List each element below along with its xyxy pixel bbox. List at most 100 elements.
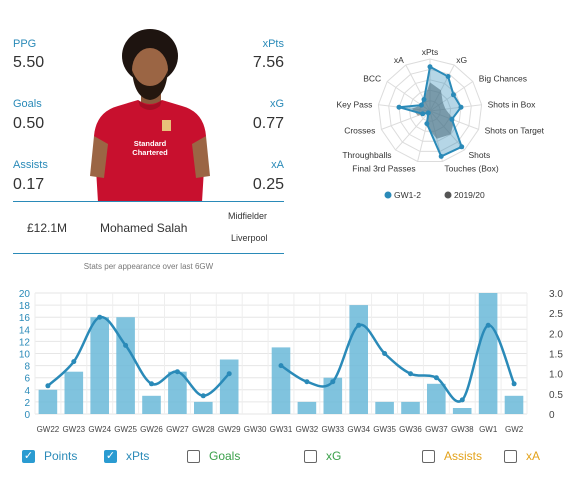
radar-chart: xPts xG Big Chances Shots in Box Shots on Ta…: [336, 47, 544, 200]
toggle-goals[interactable]: Goals: [187, 449, 240, 463]
radar-grid-ring: [398, 79, 462, 142]
points-bar: [427, 383, 446, 415]
xpts-point: [71, 359, 77, 365]
left-tick-label: 12: [19, 337, 31, 348]
left-tick-label: 6: [24, 374, 30, 385]
radar-axis-label: xG: [456, 55, 467, 65]
xpts-point: [356, 322, 362, 328]
x-tick-label: GW35: [373, 425, 396, 434]
xpts-checkbox[interactable]: ✓: [104, 449, 117, 463]
xa-value: 0.25: [252, 176, 284, 193]
x-tick-label: GW33: [321, 425, 344, 434]
x-tick-label: GW27: [166, 425, 189, 434]
xpts-point: [330, 379, 336, 385]
left-tick-label: 2: [24, 398, 30, 409]
x-tick-label: GW22: [37, 425, 60, 434]
x-tick-label: GW1: [479, 425, 498, 434]
x-tick-label: GW28: [192, 425, 215, 434]
left-tick-label: 8: [24, 362, 30, 373]
points-bar: [219, 359, 239, 414]
right-tick-label: 2.0: [549, 329, 563, 340]
assists-checkbox[interactable]: [422, 449, 435, 463]
radar-gw-point: [427, 64, 433, 70]
radar-axis-label: BCC: [363, 74, 381, 84]
radar-gw-point: [424, 121, 430, 127]
x-tick-label: GW25: [114, 425, 137, 434]
ppg-value: 5.50: [13, 54, 45, 71]
xg-checkbox[interactable]: [304, 449, 317, 463]
xpts-point: [485, 322, 491, 328]
xa-label: xA: [271, 159, 284, 171]
svg-text:Standard: Standard: [134, 139, 167, 148]
radar-axis-label: Big Chances: [479, 74, 527, 84]
points-bar: [168, 371, 187, 414]
radar-gw-point: [421, 97, 427, 102]
points-bar: [38, 389, 58, 414]
radar-axis-label: Final 3rd Passes: [352, 164, 415, 174]
points-chart: 0246810121416182000.51.01.52.02.53.0GW22…: [19, 289, 563, 434]
radar-gw-point: [396, 104, 402, 110]
xpts-point: [278, 363, 284, 369]
x-tick-label: GW23: [62, 425, 85, 434]
goals-checkbox[interactable]: [187, 449, 200, 463]
assists-label: Assists: [13, 159, 48, 171]
radar-gw-point: [449, 116, 455, 122]
xa-toggle-label: xA: [526, 449, 541, 463]
player-team: Liverpool: [231, 233, 268, 243]
points-bar: [478, 293, 498, 414]
points-bar: [194, 401, 213, 414]
x-tick-label: GW38: [451, 425, 474, 434]
points-bar: [323, 377, 343, 414]
xpts-point: [149, 381, 154, 387]
x-tick-label: GW24: [88, 425, 111, 434]
goals-toggle-label: Goals: [209, 449, 241, 463]
points-checkbox[interactable]: ✓: [22, 449, 35, 463]
radar-axis-label: Throughballs: [342, 150, 391, 160]
xpts-point: [511, 381, 517, 387]
radar-legend-marker: [384, 191, 392, 199]
points-bar: [271, 347, 291, 414]
goals-label: Goals: [13, 98, 42, 110]
left-tick-label: 18: [19, 301, 31, 312]
x-tick-label: GW2: [505, 425, 524, 434]
radar-axis-label: xA: [394, 55, 404, 65]
radar-gw-point: [438, 153, 444, 159]
right-tick-label: 0.5: [549, 390, 563, 401]
xpts-point: [200, 393, 206, 399]
toggle-points[interactable]: ✓ Points: [22, 449, 77, 463]
toggle-xpts[interactable]: ✓ xPts: [104, 449, 149, 463]
radar-gw-point: [458, 104, 464, 110]
xg-toggle-label: xG: [326, 449, 342, 463]
radar-axis-label: Touches (Box): [444, 164, 498, 174]
xpts-toggle-label: xPts: [126, 449, 150, 463]
xa-checkbox[interactable]: [504, 449, 517, 463]
xpts-point: [304, 379, 310, 385]
toggle-xa[interactable]: xA: [504, 449, 540, 463]
radar-axis-label: xPts: [422, 47, 439, 57]
xpts-point: [459, 397, 465, 403]
player-price: £12.1M: [27, 221, 68, 235]
assists-value: 0.17: [13, 176, 45, 193]
goals-value: 0.50: [13, 115, 45, 132]
points-bar: [401, 401, 420, 414]
radar-spoke: [395, 110, 431, 151]
toggle-xg[interactable]: xG: [304, 449, 341, 463]
left-tick-label: 20: [19, 289, 31, 300]
points-bar: [64, 371, 84, 414]
ppg-label: PPG: [13, 38, 37, 50]
right-tick-label: 1.0: [549, 370, 563, 381]
right-tick-label: 2.5: [549, 309, 563, 320]
xpts-value: 7.56: [252, 54, 284, 71]
radar-axis-label: Shots in Box: [488, 100, 536, 110]
left-tick-label: 10: [19, 350, 31, 361]
xg-value: 0.77: [252, 115, 284, 132]
radar-gw-point: [418, 102, 424, 108]
xpts-point: [408, 371, 413, 377]
xpts-label: xPts: [262, 38, 284, 50]
toggle-assists[interactable]: Assists: [422, 449, 482, 463]
player-position: Midfielder: [228, 211, 268, 221]
points-bar: [504, 395, 524, 414]
stats-divider: [13, 201, 284, 202]
player-photo: Standard Chartered: [90, 29, 210, 202]
radar-grid-ring: [388, 68, 472, 152]
